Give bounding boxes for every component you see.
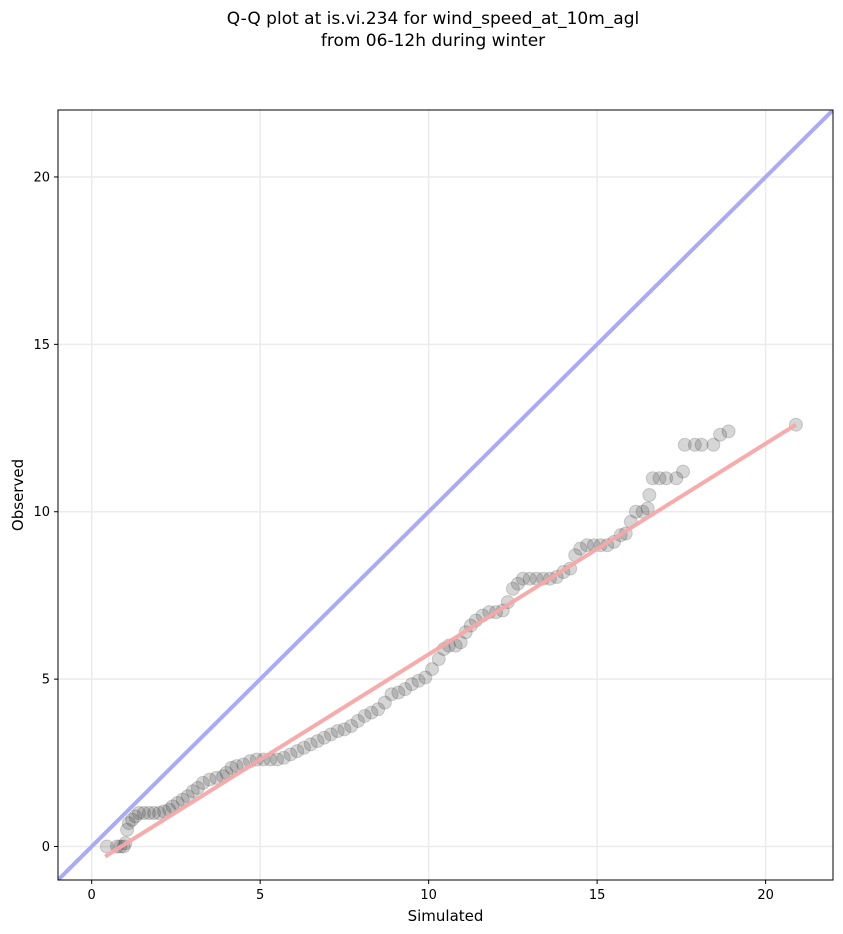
x-tick-label: 15 [589, 888, 606, 903]
data-point [713, 427, 728, 442]
data-point [128, 809, 143, 824]
data-point [431, 652, 446, 667]
data-point [276, 750, 291, 765]
data-point [516, 571, 530, 586]
x-tick-label: 5 [256, 888, 264, 903]
data-point [628, 504, 643, 519]
data-point [185, 784, 200, 799]
data-point [694, 437, 709, 452]
identity-line [58, 110, 833, 880]
reference-lines [58, 110, 833, 880]
data-point [337, 722, 352, 737]
data-point [411, 673, 426, 688]
y-tick-label: 20 [33, 170, 50, 185]
data-point [418, 670, 433, 685]
data-point [652, 471, 667, 486]
y-tick-label: 15 [33, 338, 50, 353]
data-point [303, 737, 318, 752]
data-point [125, 812, 140, 827]
data-point [687, 437, 702, 452]
data-point [147, 806, 162, 821]
y-tick-label: 0 [42, 840, 50, 855]
data-point [706, 437, 721, 452]
x-axis-label: Simulated [408, 907, 484, 925]
data-point [136, 806, 151, 821]
data-point [99, 839, 114, 854]
data-point [344, 719, 359, 733]
data-point [190, 780, 205, 795]
x-tick-label: 20 [757, 888, 774, 903]
data-point [120, 822, 135, 837]
data-point [676, 464, 691, 479]
data-point [645, 471, 660, 486]
data-point [224, 760, 239, 775]
data-points [99, 417, 803, 859]
data-point [659, 471, 674, 486]
y-tick-label: 5 [42, 673, 50, 688]
data-point [202, 772, 217, 787]
data-point [640, 501, 655, 516]
data-point [391, 685, 406, 700]
data-point [195, 775, 210, 790]
data-point [505, 581, 520, 596]
data-point [270, 752, 285, 767]
data-point [425, 662, 440, 677]
data-point [404, 677, 419, 692]
fit-line [104, 422, 797, 859]
data-point [290, 744, 305, 759]
data-point [677, 437, 692, 452]
data-point [323, 727, 338, 742]
data-point [152, 806, 167, 821]
data-point [384, 687, 399, 702]
data-point [669, 471, 684, 486]
data-point [121, 816, 136, 831]
data-point [398, 682, 413, 697]
x-tick-label: 10 [420, 888, 437, 903]
data-point [209, 770, 224, 785]
chart-title-line-1: Q-Q plot at is.vi.234 for wind_speed_at_… [226, 9, 640, 29]
data-point [371, 702, 386, 717]
data-point [357, 708, 372, 723]
data-point [642, 488, 657, 502]
data-point [283, 747, 298, 762]
data-point [377, 695, 392, 710]
chart-title: Q-Q plot at is.vi.234 for wind_speed_at_… [0, 8, 843, 52]
data-point [330, 724, 345, 739]
y-axis-label: Observed [9, 459, 27, 531]
data-point [510, 576, 525, 591]
x-tick-label: 0 [88, 888, 96, 903]
grid-lines [58, 110, 833, 880]
data-point [131, 806, 146, 821]
chart-title-line-2: from 06-12h during winter [320, 31, 546, 51]
data-point [296, 740, 311, 755]
data-point [141, 806, 156, 821]
axis-ticks: 0 5 10 15 20 0 5 10 15 20 [33, 170, 773, 903]
data-point [522, 571, 537, 586]
data-point [310, 734, 325, 749]
y-tick-label: 10 [33, 505, 50, 520]
data-point [580, 538, 595, 553]
data-point [364, 705, 379, 720]
data-point [350, 713, 365, 728]
data-point [317, 730, 332, 745]
data-point [573, 541, 588, 556]
data-point [721, 424, 736, 439]
plot-frame [57, 109, 834, 881]
